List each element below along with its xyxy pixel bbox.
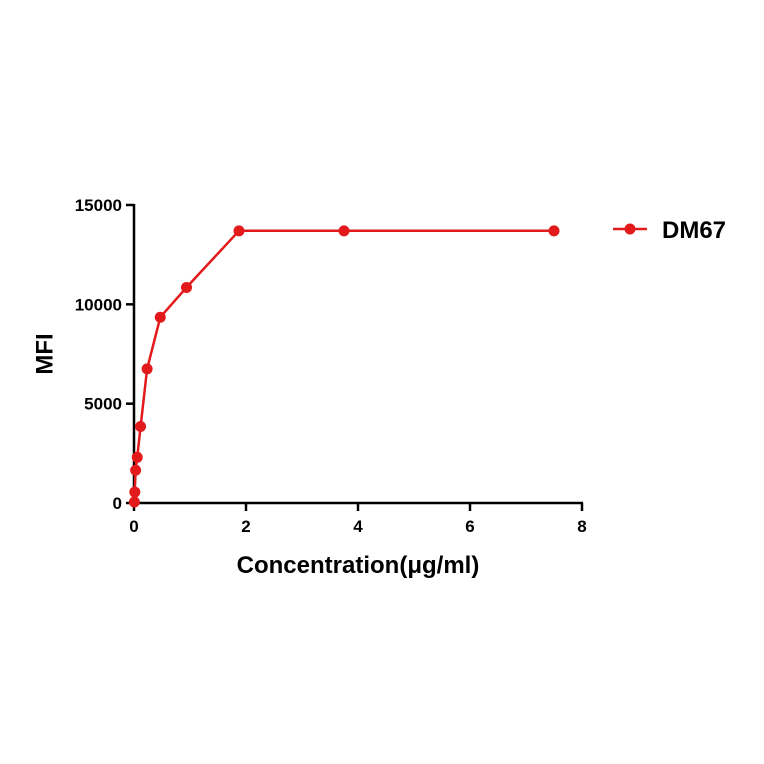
- legend-marker-dm67: [624, 223, 636, 235]
- data-point: [154, 311, 166, 323]
- legend: DM67: [613, 217, 726, 244]
- series-line-dm67: [133, 229, 554, 503]
- x-tick-label: 0: [129, 517, 138, 536]
- y-axis: 0 5000 10000 15000: [75, 196, 136, 513]
- data-point: [548, 225, 560, 237]
- x-tick-label: 8: [577, 517, 586, 536]
- data-point: [129, 486, 141, 498]
- x-tick-label: 4: [353, 517, 363, 536]
- data-point: [131, 451, 143, 463]
- data-point: [181, 281, 193, 293]
- data-point: [338, 225, 350, 237]
- x-tick-label: 6: [465, 517, 474, 536]
- y-axis-title: MFI: [31, 333, 58, 374]
- x-axis: 0 2 4 6 8: [129, 501, 587, 536]
- series-layer: [128, 225, 560, 508]
- data-point: [233, 225, 245, 237]
- data-point: [135, 421, 147, 433]
- data-point: [130, 464, 142, 476]
- data-point: [141, 363, 153, 375]
- y-tick-label: 5000: [84, 395, 122, 414]
- x-ticks: 0 2 4 6 8: [129, 503, 587, 536]
- data-point: [128, 496, 140, 508]
- y-tick-label: 10000: [75, 295, 122, 314]
- y-tick-label: 0: [113, 494, 122, 513]
- y-tick-label: 15000: [75, 196, 122, 215]
- y-ticks: 0 5000 10000 15000: [75, 196, 134, 513]
- legend-label-dm67: DM67: [662, 217, 726, 244]
- x-axis-title: Concentration(μg/ml): [237, 552, 480, 579]
- x-tick-label: 2: [241, 517, 250, 536]
